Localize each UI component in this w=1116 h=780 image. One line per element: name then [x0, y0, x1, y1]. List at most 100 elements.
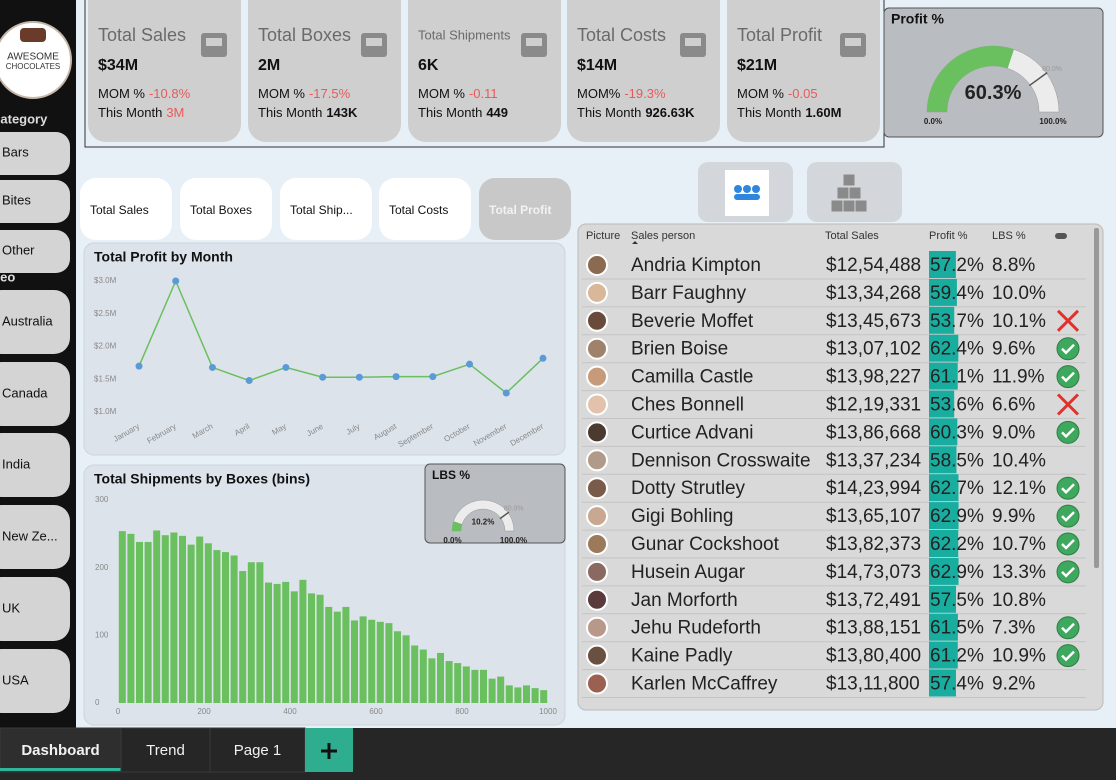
kpi-icon: [685, 38, 701, 46]
bar: [127, 533, 135, 703]
sales-person: Jan Morforth: [631, 590, 738, 611]
avatar: [586, 560, 608, 583]
profit-pct: 62.7%: [930, 478, 984, 499]
x-tick-label: 1000: [539, 707, 557, 716]
kpi-icon: [526, 38, 542, 46]
bar: [161, 535, 169, 703]
gauge-tick-label: 100.0%: [1039, 117, 1066, 126]
filter-button[interactable]: New Ze...: [0, 505, 70, 569]
bar: [179, 535, 186, 703]
add-page[interactable]: [305, 728, 353, 772]
status-check: [1061, 511, 1075, 522]
kpi-value: 6K: [418, 57, 439, 74]
column-header: LBS %: [992, 230, 1026, 242]
kpi-month: This Month 926.63K: [577, 105, 695, 120]
bar: [299, 579, 307, 703]
page-tab[interactable]: Trend: [120, 727, 211, 773]
lbs-pct: 10.7%: [992, 534, 1046, 555]
sales-person: Kaine Padly: [631, 646, 733, 667]
filter-button[interactable]: Other: [0, 230, 70, 273]
profit-pct: 58.5%: [930, 450, 984, 471]
bar: [153, 530, 161, 703]
x-tick-label: 800: [455, 707, 469, 716]
kpi-icon: [206, 38, 222, 46]
bar: [437, 652, 444, 703]
bar: [187, 544, 195, 703]
filter-button[interactable]: Bites: [0, 180, 70, 223]
measure-button[interactable]: Total Ship...: [280, 178, 372, 240]
x-tick-label: 0: [116, 707, 121, 716]
filter-button[interactable]: Bars: [0, 132, 70, 175]
status-check: [1056, 504, 1080, 528]
page-tab[interactable]: Page 1: [209, 727, 306, 773]
status-check: [1056, 644, 1080, 668]
x-tick-label: 400: [283, 707, 297, 716]
lbs-pct: 11.9%: [992, 367, 1045, 388]
point: [172, 277, 180, 285]
kpi-value: $21M: [737, 57, 777, 74]
measure-button[interactable]: Total Sales: [80, 178, 172, 240]
profit-pct: 62.9%: [930, 562, 984, 583]
kpi-month: This Month 143K: [258, 105, 358, 120]
filter-button[interactable]: India: [0, 433, 70, 497]
view-button[interactable]: [698, 162, 793, 222]
bar: [325, 606, 333, 703]
filter-button[interactable]: UK: [0, 577, 70, 641]
button-label: Bites: [2, 192, 31, 207]
gauge-title: LBS %: [432, 468, 470, 482]
button-bg: [280, 178, 372, 240]
profit-pct: 60.3%: [930, 422, 984, 443]
line: [138, 279, 544, 394]
tab-label: Page 1: [234, 742, 282, 759]
profit-bar: [929, 390, 955, 418]
tab-label: Dashboard: [21, 742, 99, 759]
chart-title: Total Shipments by Boxes (bins): [94, 471, 310, 487]
button-label: Total Sales: [90, 203, 149, 217]
avatar: [586, 421, 608, 444]
gauge-value: [927, 46, 1014, 112]
total-sales: $14,23,994: [826, 478, 922, 499]
avatar: [586, 533, 608, 555]
bar: [376, 621, 384, 703]
mom-label: MOM %: [737, 86, 784, 101]
filter-button[interactable]: USA: [0, 649, 70, 713]
button-label: Other: [2, 242, 35, 257]
bar: [290, 591, 298, 703]
point: [135, 362, 143, 370]
profit-bar: [929, 530, 959, 557]
kpi-title: Total Boxes: [258, 25, 351, 45]
gauge-title: Profit %: [891, 11, 944, 27]
avatar: [586, 449, 608, 472]
kpi-mom: MOM% -19.3%: [577, 86, 666, 101]
bar: [531, 688, 539, 703]
kpi-mom: MOM % -0.05: [737, 86, 818, 101]
bar: [308, 593, 315, 703]
gauge-target: [1028, 72, 1048, 87]
bar: [419, 649, 427, 703]
view-button[interactable]: [807, 162, 902, 222]
point: [392, 373, 400, 381]
point: [502, 389, 510, 397]
filter-button[interactable]: Canada: [0, 362, 70, 426]
measure-button[interactable]: Total Boxes: [180, 178, 272, 240]
sort-arrow: [632, 241, 638, 244]
icon: [842, 173, 856, 187]
measure-button[interactable]: Total Profit: [479, 178, 571, 240]
icon: [830, 199, 844, 213]
sales-person: Barr Faughny: [631, 283, 747, 304]
profit-pct: 61.5%: [930, 618, 984, 639]
profit-pct: 57.4%: [930, 674, 984, 695]
sales-person: Ches Bonnell: [631, 395, 744, 416]
bar: [342, 606, 350, 703]
filter-button[interactable]: Australia: [0, 290, 70, 354]
button-bg: [0, 577, 70, 641]
gauge-value: [452, 521, 463, 531]
bar: [273, 583, 281, 703]
tab-bg: [120, 727, 211, 773]
measure-button[interactable]: Total Costs: [379, 178, 471, 240]
bar: [471, 669, 479, 703]
logo-text: CHOCOLATES: [6, 62, 61, 71]
button-bg: [0, 505, 70, 569]
page-tab[interactable]: Dashboard: [0, 727, 122, 773]
point: [208, 363, 216, 371]
